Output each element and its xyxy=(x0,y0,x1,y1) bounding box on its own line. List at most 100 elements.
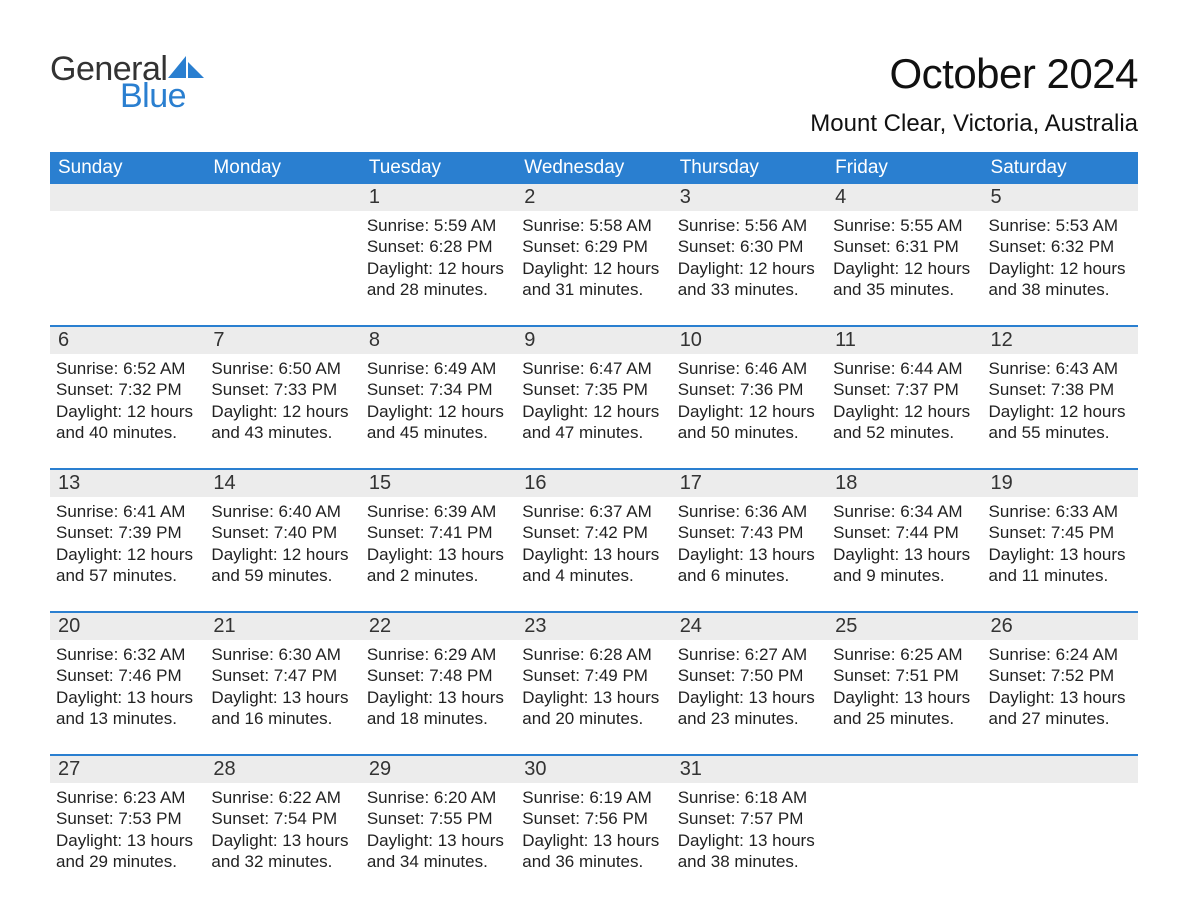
day-line: Sunset: 7:52 PM xyxy=(989,665,1132,686)
day-line: Sunrise: 6:41 AM xyxy=(56,501,199,522)
day-line: Sunrise: 6:36 AM xyxy=(678,501,821,522)
calendar: SundayMondayTuesdayWednesdayThursdayFrid… xyxy=(50,152,1138,879)
day-line: Sunset: 7:36 PM xyxy=(678,379,821,400)
day-line: Daylight: 12 hours xyxy=(989,258,1132,279)
day-line: and 34 minutes. xyxy=(367,851,510,872)
daynum-cell: 16 xyxy=(516,470,671,497)
day-line: Sunrise: 6:34 AM xyxy=(833,501,976,522)
day-line: Sunrise: 6:27 AM xyxy=(678,644,821,665)
day-body: Sunrise: 6:24 AMSunset: 7:52 PMDaylight:… xyxy=(983,640,1138,736)
daynum-cell xyxy=(827,756,982,783)
week-body-row: Sunrise: 6:41 AMSunset: 7:39 PM Daylight:… xyxy=(50,497,1138,593)
day-line: and 32 minutes. xyxy=(211,851,354,872)
daynum-row: 12345 xyxy=(50,184,1138,211)
day-line: and 18 minutes. xyxy=(367,708,510,729)
daynum-cell: 13 xyxy=(50,470,205,497)
day-line: Sunset: 7:39 PM xyxy=(56,522,199,543)
day-body: Sunrise: 5:59 AMSunset: 6:28 PMDaylight:… xyxy=(361,211,516,307)
daynum-cell: 4 xyxy=(827,184,982,211)
daynum-cell: 10 xyxy=(672,327,827,354)
day-line: and 59 minutes. xyxy=(211,565,354,586)
day-line: Sunrise: 6:25 AM xyxy=(833,644,976,665)
day-line: Daylight: 12 hours xyxy=(367,258,510,279)
day-line: and 43 minutes. xyxy=(211,422,354,443)
location: Mount Clear, Victoria, Australia xyxy=(810,110,1138,138)
day-line: Sunset: 7:45 PM xyxy=(989,522,1132,543)
day-body: Sunrise: 6:28 AMSunset: 7:49 PMDaylight:… xyxy=(516,640,671,736)
day-line: Sunset: 7:55 PM xyxy=(367,808,510,829)
day-body: Sunrise: 6:52 AMSunset: 7:32 PMDaylight:… xyxy=(50,354,205,450)
day-line: and 27 minutes. xyxy=(989,708,1132,729)
day-line: and 11 minutes. xyxy=(989,565,1132,586)
day-line: Sunrise: 6:30 AM xyxy=(211,644,354,665)
day-line: Sunset: 7:37 PM xyxy=(833,379,976,400)
day-line: Sunrise: 5:53 AM xyxy=(989,215,1132,236)
day-line: and 4 minutes. xyxy=(522,565,665,586)
day-line: Sunrise: 6:52 AM xyxy=(56,358,199,379)
daynum-row: 6789101112 xyxy=(50,325,1138,354)
dow-cell: Friday xyxy=(827,152,982,184)
day-body: Sunrise: 6:19 AMSunset: 7:56 PMDaylight:… xyxy=(516,783,671,879)
day-line: Daylight: 13 hours xyxy=(522,544,665,565)
daynum-cell: 19 xyxy=(983,470,1138,497)
day-line: Daylight: 13 hours xyxy=(367,544,510,565)
day-line: Sunrise: 6:33 AM xyxy=(989,501,1132,522)
day-line: Daylight: 13 hours xyxy=(367,830,510,851)
day-line: Sunrise: 6:23 AM xyxy=(56,787,199,808)
page-header: General Blue October 2024 Mount Clear, V… xyxy=(50,50,1138,138)
day-line: Daylight: 12 hours xyxy=(833,401,976,422)
daynum-cell: 2 xyxy=(516,184,671,211)
day-body: Sunrise: 6:49 AMSunset: 7:34 PMDaylight:… xyxy=(361,354,516,450)
day-line: Sunrise: 6:24 AM xyxy=(989,644,1132,665)
daynum-cell: 29 xyxy=(361,756,516,783)
day-line: and 23 minutes. xyxy=(678,708,821,729)
day-line: Sunrise: 6:47 AM xyxy=(522,358,665,379)
day-body: Sunrise: 6:40 AMSunset: 7:40 PMDaylight:… xyxy=(205,497,360,593)
day-line: Daylight: 13 hours xyxy=(211,830,354,851)
day-body: Sunrise: 6:22 AMSunset: 7:54 PMDaylight:… xyxy=(205,783,360,879)
day-body: Sunrise: 6:37 AMSunset: 7:42 PMDaylight:… xyxy=(516,497,671,593)
day-line: Daylight: 13 hours xyxy=(522,830,665,851)
logo-text-blue: Blue xyxy=(120,77,186,116)
day-line: Sunrise: 5:58 AM xyxy=(522,215,665,236)
day-line: Sunrise: 6:43 AM xyxy=(989,358,1132,379)
day-line: and 52 minutes. xyxy=(833,422,976,443)
day-body: Sunrise: 6:23 AMSunset: 7:53 PMDaylight:… xyxy=(50,783,205,879)
day-body: Sunrise: 6:50 AMSunset: 7:33 PMDaylight:… xyxy=(205,354,360,450)
day-line: Sunrise: 6:50 AM xyxy=(211,358,354,379)
page-title: October 2024 xyxy=(810,50,1138,98)
day-line: Daylight: 12 hours xyxy=(367,401,510,422)
daynum-cell: 3 xyxy=(672,184,827,211)
day-line: Daylight: 12 hours xyxy=(56,401,199,422)
day-line: Daylight: 13 hours xyxy=(678,544,821,565)
day-line: and 35 minutes. xyxy=(833,279,976,300)
day-line: Sunrise: 6:18 AM xyxy=(678,787,821,808)
day-line: Sunset: 7:35 PM xyxy=(522,379,665,400)
daynum-row: 20212223242526 xyxy=(50,611,1138,640)
daynum-row: 13141516171819 xyxy=(50,468,1138,497)
day-line: and 45 minutes. xyxy=(367,422,510,443)
day-body: Sunrise: 6:43 AMSunset: 7:38 PMDaylight:… xyxy=(983,354,1138,450)
day-body: Sunrise: 6:27 AMSunset: 7:50 PMDaylight:… xyxy=(672,640,827,736)
daynum-cell: 5 xyxy=(983,184,1138,211)
daynum-cell xyxy=(983,756,1138,783)
day-line: Sunrise: 6:44 AM xyxy=(833,358,976,379)
day-line: Sunrise: 5:55 AM xyxy=(833,215,976,236)
day-body: Sunrise: 5:53 AMSunset: 6:32 PMDaylight:… xyxy=(983,211,1138,307)
day-line: Daylight: 13 hours xyxy=(367,687,510,708)
day-line: and 20 minutes. xyxy=(522,708,665,729)
day-line: Sunrise: 6:39 AM xyxy=(367,501,510,522)
day-body: Sunrise: 6:44 AMSunset: 7:37 PMDaylight:… xyxy=(827,354,982,450)
day-body: Sunrise: 6:32 AMSunset: 7:46 PMDaylight:… xyxy=(50,640,205,736)
daynum-cell: 12 xyxy=(983,327,1138,354)
daynum-cell: 28 xyxy=(205,756,360,783)
day-body xyxy=(827,783,982,879)
day-line: Sunrise: 6:32 AM xyxy=(56,644,199,665)
day-body: Sunrise: 6:47 AMSunset: 7:35 PMDaylight:… xyxy=(516,354,671,450)
day-line: and 36 minutes. xyxy=(522,851,665,872)
daynum-cell: 21 xyxy=(205,613,360,640)
daynum-cell: 31 xyxy=(672,756,827,783)
week-body-row: Sunrise: 5:59 AMSunset: 6:28 PMDaylight:… xyxy=(50,211,1138,307)
day-line: and 28 minutes. xyxy=(367,279,510,300)
day-line: and 16 minutes. xyxy=(211,708,354,729)
